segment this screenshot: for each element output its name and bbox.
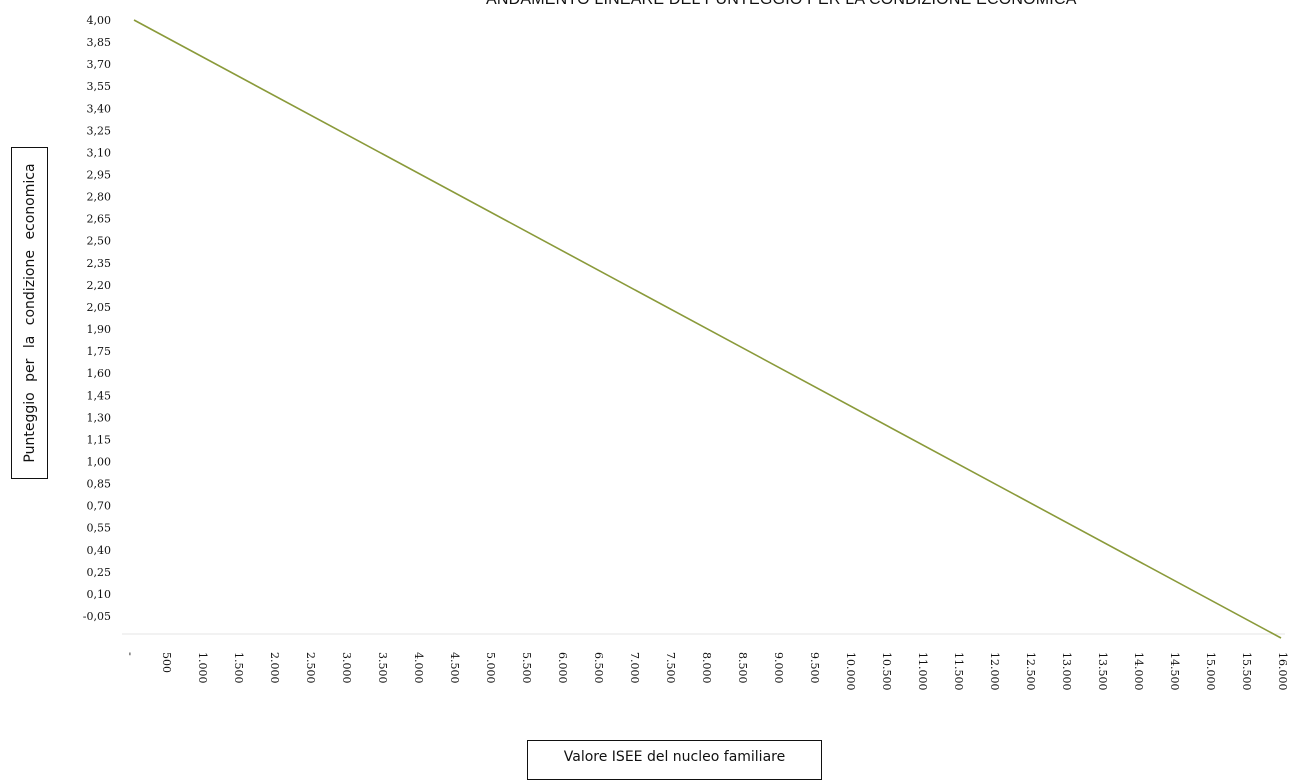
- x-tick-label: 6.000: [556, 652, 569, 684]
- x-tick-label: 1.500: [232, 652, 245, 684]
- y-tick-label: 1,75: [87, 345, 112, 358]
- y-tick-label: 1,30: [87, 411, 112, 424]
- y-tick-label: 2,65: [87, 213, 112, 226]
- x-tick-label: 3.000: [340, 652, 353, 684]
- x-tick-label: 10.000: [844, 652, 857, 691]
- x-tick-label: 7.000: [628, 652, 641, 684]
- series-line: [133, 19, 1282, 639]
- x-tick-label: 8.500: [736, 652, 749, 684]
- x-tick-label: 15.000: [1204, 652, 1217, 691]
- x-tick-label: 14.000: [1132, 652, 1145, 691]
- y-tick-label: 4,00: [87, 14, 112, 27]
- y-tick-label: 1,00: [87, 455, 112, 468]
- x-tick-label: 10.500: [880, 652, 893, 691]
- y-tick-label: 1,60: [87, 367, 112, 380]
- x-axis-ticks: - 500 1.000 1.500 2.000 2.500 3.000 3.500 4.000 4…: [124, 652, 1289, 691]
- x-tick-label: 11.000: [916, 652, 929, 691]
- x-axis-label: Valore ISEE del nucleo familiare: [563, 749, 786, 765]
- x-tick-label: 6.500: [592, 652, 605, 684]
- x-tick-label: 4.000: [412, 652, 425, 684]
- y-tick-label: 1,45: [87, 389, 112, 402]
- y-axis-label: Punteggio per la condizione economica: [21, 163, 38, 463]
- y-tick-label: 0,25: [87, 566, 112, 579]
- y-tick-label: 0,85: [87, 478, 112, 491]
- y-tick-label: 2,95: [87, 169, 112, 182]
- x-tick-label: 8.000: [700, 652, 713, 684]
- x-tick-label: 2.500: [304, 652, 317, 684]
- y-tick-label: 2,80: [87, 191, 112, 204]
- x-tick-label: 9.500: [808, 652, 821, 684]
- x-tick-label: 12.000: [988, 652, 1001, 691]
- x-tick-label: 13.000: [1060, 652, 1073, 691]
- y-tick-label: 3,10: [87, 146, 112, 159]
- x-tick-label: 9.000: [772, 652, 785, 684]
- x-tick-label: 11.500: [952, 652, 965, 691]
- y-tick-label: 2,20: [87, 279, 112, 292]
- x-tick-label: 16.000: [1276, 652, 1289, 691]
- y-axis-label-box: Punteggio per la condizione economica: [11, 147, 48, 479]
- y-axis-ticks: 4,00 3,85 3,70 3,55 3,40 3,25 3,10 2,95 2,80 2,65…: [83, 14, 111, 623]
- x-tick-label: 14.500: [1168, 652, 1181, 691]
- y-tick-label: 3,25: [87, 124, 112, 137]
- y-tick-label: -0,05: [83, 610, 111, 623]
- x-tick-label: 500: [160, 652, 173, 673]
- x-tick-label: 3.500: [376, 652, 389, 684]
- x-tick-label: 1.000: [196, 652, 209, 684]
- y-tick-label: 3,70: [87, 58, 112, 71]
- chart-title: ANDAMENTO LINEARE DEL PUNTEGGIO PER LA C…: [486, 0, 1077, 9]
- y-tick-label: 3,85: [87, 36, 112, 49]
- y-tick-label: 3,55: [87, 80, 112, 93]
- y-tick-label: 2,35: [87, 257, 112, 270]
- x-tick-label: 4.500: [448, 652, 461, 684]
- y-tick-label: 0,10: [87, 588, 112, 601]
- y-tick-label: 0,40: [87, 544, 112, 557]
- y-tick-label: 1,90: [87, 323, 112, 336]
- x-tick-label: -: [124, 652, 137, 656]
- x-tick-label: 7.500: [664, 652, 677, 684]
- y-tick-label: 1,15: [87, 433, 112, 446]
- x-tick-label: 15.500: [1240, 652, 1253, 691]
- x-tick-label: 5.000: [484, 652, 497, 684]
- series-group: [133, 19, 1282, 639]
- y-tick-label: 2,50: [87, 235, 112, 248]
- x-tick-label: 2.000: [268, 652, 281, 684]
- y-tick-label: 0,55: [87, 522, 112, 535]
- x-axis-label-box: Valore ISEE del nucleo familiare: [527, 740, 822, 780]
- x-tick-label: 13.500: [1096, 652, 1109, 691]
- y-tick-label: 3,40: [87, 102, 112, 115]
- x-tick-label: 5.500: [520, 652, 533, 684]
- y-tick-label: 0,70: [87, 500, 112, 513]
- x-tick-label: 12.500: [1024, 652, 1037, 691]
- y-tick-label: 2,05: [87, 301, 112, 314]
